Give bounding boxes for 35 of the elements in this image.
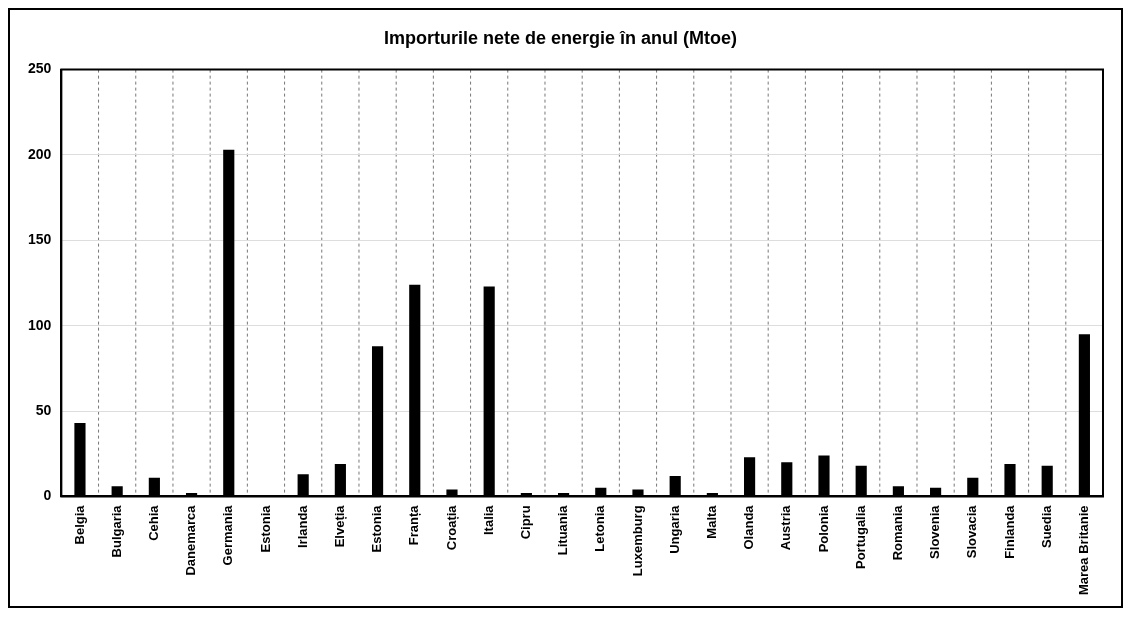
x-tick-label: Luxemburg <box>629 505 645 577</box>
x-tick-label: Letonia <box>592 504 608 552</box>
x-tick-label: Irlanda <box>294 504 310 549</box>
x-tick-label: Ungaria <box>666 504 682 554</box>
x-tick-label: Olanda <box>741 504 757 550</box>
x-tick-label: Finlanda <box>1001 504 1017 559</box>
y-tick-label: 200 <box>28 145 52 162</box>
y-tick-label: 100 <box>28 316 52 333</box>
x-tick-label: Slovacia <box>964 504 980 559</box>
chart-title: Importurile nete de energie în anul (Mtoe) <box>383 27 738 48</box>
y-tick-label: 0 <box>43 487 52 504</box>
x-tick-label: Portugalia <box>852 504 868 569</box>
y-tick-label: 50 <box>35 401 52 418</box>
y-tick-label: 250 <box>28 60 52 77</box>
y-tick-label: 150 <box>28 231 52 248</box>
x-tick-label: Romania <box>889 504 905 561</box>
x-tick-label: Danemarca <box>183 504 199 576</box>
x-tick-label: Croația <box>443 504 459 551</box>
x-tick-label: Germania <box>220 504 236 566</box>
x-tick-label: Franța <box>406 504 422 546</box>
x-tick-label: Austria <box>778 504 794 551</box>
x-tick-label: Italia <box>480 504 496 536</box>
x-tick-label: Cehia <box>145 504 161 541</box>
x-tick-label: Suedia <box>1038 504 1054 549</box>
x-tick-label: Slovenia <box>927 504 943 559</box>
x-tick-label: Marea Britanie <box>1075 505 1091 595</box>
x-tick-label: Estonia <box>257 504 273 553</box>
x-tick-label: Estonia <box>369 504 385 553</box>
x-tick-label: Bulgaria <box>108 504 124 558</box>
x-tick-label: Malta <box>703 504 719 539</box>
x-tick-label: Cipru <box>517 505 533 540</box>
x-tick-label: Elveția <box>331 504 347 548</box>
x-tick-label: Lituania <box>555 504 571 556</box>
x-tick-label: Polonia <box>815 504 831 553</box>
x-tick-label: Belgia <box>71 504 87 545</box>
